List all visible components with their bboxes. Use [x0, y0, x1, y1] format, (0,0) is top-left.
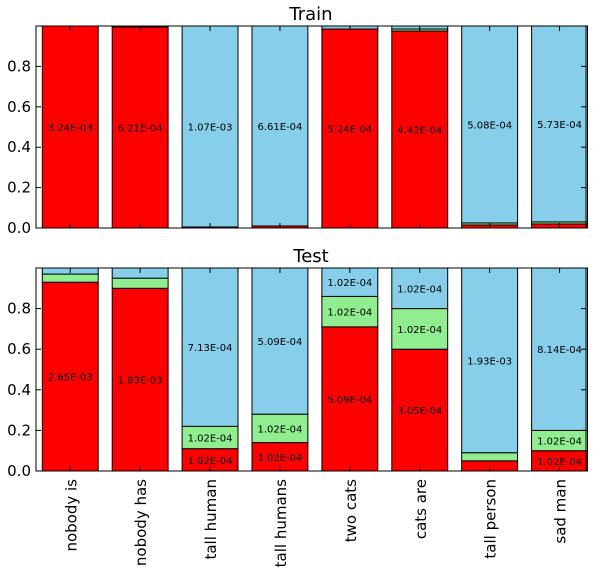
bar-segment-red: [41, 25, 99, 229]
bar-segment-green: [321, 295, 379, 328]
bar-segment-red: [321, 28, 379, 229]
x-tick-label: nobody is: [62, 479, 80, 552]
y-tick-label: 0.6: [7, 98, 31, 116]
bar-segment-label: 8.14E-04: [537, 345, 582, 356]
x-tick-label: nobody has: [132, 479, 150, 566]
x-tick-label: cats are: [412, 479, 430, 539]
bar-segment-label: 1.02E-04: [257, 424, 302, 435]
bar-segment-label: 2.65E-03: [48, 373, 93, 384]
plot-frame: [35, 25, 587, 229]
bar-segment-label: 1.02E-04: [327, 278, 372, 289]
bar-segment-red: [111, 287, 169, 472]
y-tick-label: 0.8: [7, 57, 31, 75]
bar-segment-label: 1.02E-04: [397, 284, 442, 295]
y-tick-label: 0.4: [7, 381, 31, 399]
panel-test: Test 2.65E-03 nobody is 1.83E-03 nobody has 1…: [7, 246, 588, 568]
bar-segment-blue: [181, 25, 239, 228]
bar-segment-label: 6.21E-04: [118, 124, 163, 135]
x-tick-label: tall person: [482, 479, 500, 559]
bar-segment-label: 4.42E-04: [397, 126, 442, 137]
bar-segment-label: 1.07E-03: [188, 123, 233, 134]
bar-segment-label: 5.09E-04: [327, 395, 372, 406]
bar-segment-label: 1.02E-04: [397, 325, 442, 336]
panel-train: Train 3.24E-03 6.21E-04 1.07E-03 6.61E-04 5.2…: [7, 4, 588, 237]
panel-title: Train: [288, 4, 332, 25]
y-tick-label: 0.0: [7, 462, 31, 480]
bar-segment-green: [251, 413, 309, 444]
bar-segment-red: [41, 281, 99, 472]
bar-segment-label: 3.24E-03: [48, 123, 93, 134]
y-tick-label: 0.8: [7, 300, 31, 318]
bar-segment-label: 5.24E-04: [327, 125, 372, 136]
bar-segment-label: 5.73E-04: [537, 120, 582, 131]
bar-segment-blue: [461, 25, 519, 224]
x-tick-label: tall humans: [272, 479, 290, 568]
bar-segment-label: 1.02E-04: [188, 456, 233, 467]
bar-segment-red: [391, 30, 449, 229]
y-tick-label: 0.0: [7, 219, 31, 237]
bar-segment-label: 1.02E-04: [188, 434, 233, 445]
bar-segment-label: 1.93E-03: [467, 356, 512, 367]
bar-segment-red: [321, 326, 379, 472]
bar-segment-blue: [531, 25, 588, 223]
bar-segment-label: 6.61E-04: [257, 122, 302, 133]
y-tick-label: 0.4: [7, 138, 31, 156]
x-tick-label: sad man: [552, 479, 570, 544]
bar-segment-blue: [251, 25, 309, 227]
bar-segment-green: [461, 452, 519, 462]
bar-segment-label: 7.13E-04: [188, 343, 233, 354]
plot-frame: [35, 267, 587, 472]
bar-segment-blue: [531, 267, 588, 431]
bar-segment-green: [41, 273, 99, 283]
panel-title: Test: [292, 246, 328, 267]
y-tick-label: 0.6: [7, 340, 31, 358]
bar-segment-label: 1.02E-04: [537, 437, 582, 448]
bar-segment-green: [111, 277, 169, 289]
bar-segment-label: 5.08E-04: [467, 120, 512, 131]
bar-segment-label: 1.02E-04: [327, 308, 372, 319]
y-tick-label: 0.2: [7, 421, 31, 439]
bar-segment-label: 1.02E-04: [537, 457, 582, 468]
bar-segment-label: 1.02E-04: [257, 453, 302, 464]
bar-segment-label: 1.83E-03: [118, 376, 163, 387]
bar-segment-label: 3.05E-04: [397, 406, 442, 417]
x-tick-label: tall human: [202, 479, 220, 560]
y-tick-label: 0.2: [7, 179, 31, 197]
bar-segment-label: 5.09E-04: [257, 337, 302, 348]
x-tick-label: two cats: [342, 479, 360, 542]
